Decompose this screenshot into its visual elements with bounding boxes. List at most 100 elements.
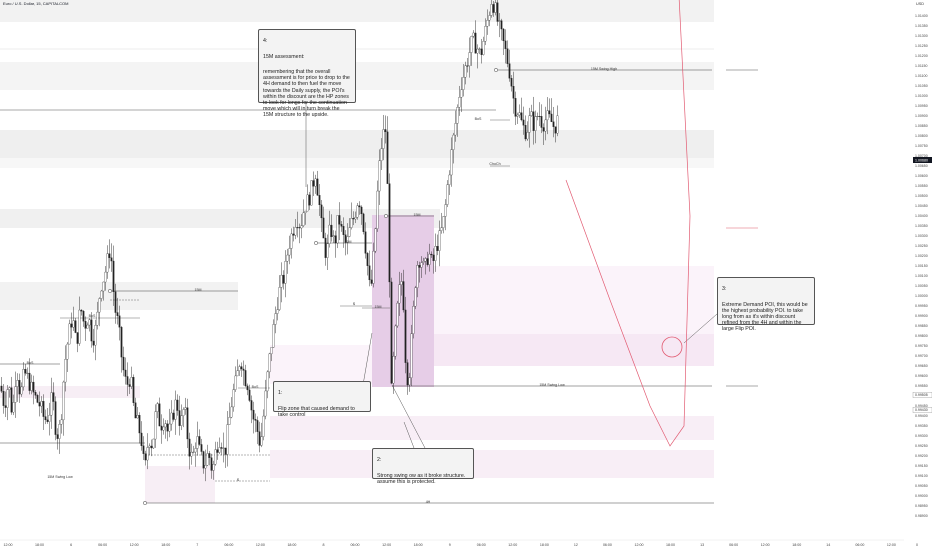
candle-body-321 <box>320 204 323 219</box>
time-tick-20: 12:00 <box>635 543 644 547</box>
candle-body-131 <box>130 377 133 387</box>
candle-body-481 <box>480 48 483 55</box>
current-price-tag-bg <box>913 157 932 163</box>
price-tick-48: 0.99050 <box>915 484 928 488</box>
time-tick-8: 12:00 <box>256 543 265 547</box>
candle-body-443 <box>442 216 445 228</box>
candle-body-355 <box>354 217 357 220</box>
candle-body-211 <box>210 457 213 471</box>
candle-body-501 <box>500 20 503 30</box>
candle-body-83 <box>82 310 85 322</box>
time-tick-25: 18:00 <box>792 543 801 547</box>
current-price-tag: 1.00680 <box>915 158 928 162</box>
candle-body-351 <box>350 218 353 228</box>
candle-body-383 <box>382 129 385 149</box>
candle-body-127 <box>126 376 129 385</box>
candle-body-301 <box>300 225 303 229</box>
candle-body-195 <box>194 448 197 453</box>
candle-body-317 <box>316 178 319 196</box>
candle-body-57 <box>56 434 59 439</box>
price-tick-43: 0.99300 <box>915 434 928 438</box>
candle-body-137 <box>136 415 139 419</box>
candle-body-239 <box>238 366 241 371</box>
projection-path <box>565 0 691 447</box>
candle-body-263 <box>262 415 265 437</box>
candle-body-435 <box>434 246 437 261</box>
candle-body-483 <box>482 41 485 55</box>
candle-body-487 <box>486 20 489 27</box>
price-tick-2: 1.01350 <box>915 24 928 28</box>
candle-body-369 <box>368 265 371 281</box>
label-15m-b: 15M <box>345 240 352 244</box>
time-tick-1: 18:00 <box>35 543 44 547</box>
candle-body-173 <box>172 412 175 420</box>
candle-body-325 <box>324 237 327 258</box>
candle-body-395 <box>394 325 397 357</box>
price-tick-11: 1.00900 <box>915 114 928 118</box>
candle-body-531 <box>530 111 533 116</box>
zone-5 <box>0 209 440 228</box>
zone-3 <box>0 130 714 158</box>
candle-body-307 <box>306 194 309 212</box>
label-bos-b: BoS <box>27 361 34 365</box>
candle-body-75 <box>74 320 77 333</box>
marker-tag-bg-1 <box>912 407 932 413</box>
candle-body-347 <box>346 236 349 243</box>
candle-body-451 <box>450 149 453 176</box>
candle-body-85 <box>84 321 87 329</box>
candle-body-1 <box>0 385 3 392</box>
candle-body-457 <box>456 107 459 124</box>
candle-body-449 <box>448 174 451 185</box>
price-tick-16: 1.00650 <box>915 164 928 168</box>
swing-point-3 <box>143 501 147 505</box>
price-tick-25: 1.00200 <box>915 254 928 258</box>
candle-body-31 <box>30 381 33 391</box>
candle-body-215 <box>214 449 217 465</box>
candle-body-33 <box>32 381 35 393</box>
candle-body-91 <box>90 319 93 342</box>
candle-body-77 <box>76 332 79 344</box>
candle-body-557 <box>556 115 559 134</box>
time-tick-27: 06:00 <box>855 543 864 547</box>
candle-body-169 <box>168 423 171 432</box>
candle-body-393 <box>392 356 395 384</box>
candle-body-377 <box>376 190 379 229</box>
candle-body-209 <box>208 453 211 458</box>
candle-body-269 <box>268 353 271 373</box>
price-tick-19: 1.00500 <box>915 194 928 198</box>
candle-body-295 <box>294 227 297 236</box>
label-choch: ChoCh <box>489 162 500 166</box>
price-tick-41: 0.99400 <box>915 414 928 418</box>
candle-body-533 <box>532 111 535 131</box>
time-tick-10: 8 <box>323 543 325 547</box>
price-tick-28: 1.00050 <box>915 284 928 288</box>
candle-body-495 <box>494 2 497 13</box>
candle-body-535 <box>534 116 537 131</box>
zone-9 <box>270 450 714 478</box>
price-tick-13: 1.00800 <box>915 134 928 138</box>
candle-body-207 <box>206 453 209 466</box>
candle-body-15 <box>14 386 17 403</box>
candle-body-175 <box>174 399 177 420</box>
price-tick-45: 0.99200 <box>915 454 928 458</box>
currency-label: USD <box>916 2 924 6</box>
candle-body-115 <box>114 291 117 313</box>
candle-body-89 <box>88 319 91 326</box>
zone-13 <box>270 345 372 384</box>
candle-body-431 <box>430 253 433 256</box>
candle-body-119 <box>118 315 121 328</box>
candle-body-367 <box>366 253 369 266</box>
candle-body-99 <box>98 298 101 313</box>
candle-body-201 <box>200 444 203 452</box>
note-pointer-2 <box>391 384 426 449</box>
candle-body-475 <box>474 32 477 54</box>
candle-body-235 <box>234 375 237 390</box>
candle-body-63 <box>62 381 65 421</box>
candle-body-11 <box>10 387 13 413</box>
note-1-body: Flip zone that caused demand to take con… <box>278 405 355 418</box>
candle-body-133 <box>132 377 135 403</box>
candle-body-327 <box>326 243 329 258</box>
time-tick-23: 06:00 <box>729 543 738 547</box>
candle-body-9 <box>8 387 11 390</box>
